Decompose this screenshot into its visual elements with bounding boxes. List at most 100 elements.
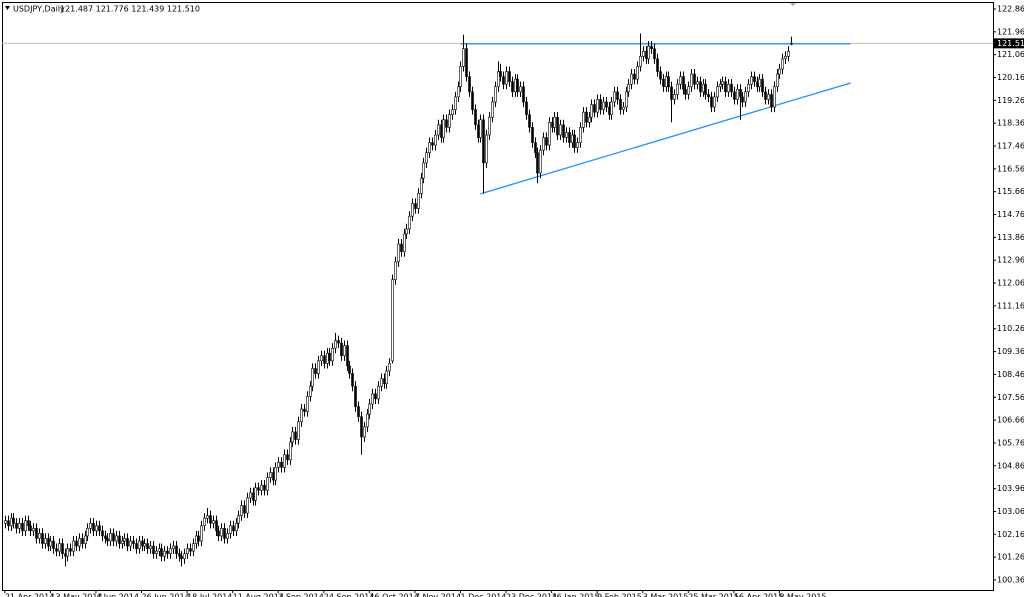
candle-body: [417, 193, 420, 209]
candle-body: [781, 58, 784, 70]
candle-body: [89, 522, 92, 529]
candle-body: [497, 71, 500, 88]
candle-body: [143, 543, 146, 547]
candle-body: [129, 540, 132, 547]
candle-body: [559, 124, 562, 136]
candle-body: [562, 124, 565, 138]
candle-body: [217, 530, 220, 537]
candle-body: [331, 347, 334, 362]
candle-body: [659, 71, 662, 80]
candle-body: [511, 81, 514, 93]
candle-body: [300, 408, 303, 423]
y-tick-label: 120.165: [997, 73, 1024, 82]
candle-body: [716, 86, 719, 98]
candle-body: [696, 81, 699, 85]
candle-body: [622, 106, 625, 110]
candle-body: [291, 431, 294, 443]
x-tick-label: 21 Apr 2014: [5, 593, 54, 597]
x-tick-label: 2 Sep 2014: [278, 593, 324, 597]
candle-body: [394, 261, 397, 280]
candle-body: [343, 345, 346, 357]
candle-body: [790, 43, 793, 45]
candle-body: [736, 88, 739, 100]
candle-body: [556, 116, 559, 136]
candle-body: [138, 540, 141, 549]
candle-body: [787, 50, 790, 57]
candle-body: [747, 83, 750, 93]
candle-body: [32, 528, 35, 532]
y-tick-label: 105.765: [997, 438, 1024, 447]
candle-body: [172, 545, 175, 549]
y-tick-label: 102.165: [997, 530, 1024, 539]
candle-body: [49, 540, 52, 547]
candle-body: [186, 548, 189, 555]
candle-body: [724, 81, 727, 93]
candle-body: [337, 340, 340, 344]
candle-body: [656, 58, 659, 72]
candle-body: [92, 522, 95, 532]
candle-body: [220, 528, 223, 537]
candle-body: [86, 528, 89, 537]
candle-body: [146, 543, 149, 549]
candle-body: [160, 548, 163, 557]
candle-body: [653, 48, 656, 60]
candle-body: [84, 535, 87, 544]
candle-body: [189, 548, 192, 552]
y-tick-label: 118.365: [997, 119, 1024, 128]
candle-body: [642, 50, 645, 57]
candle-body: [155, 550, 158, 555]
candle-body: [75, 540, 78, 547]
x-tick-label: 8 May 2015: [779, 593, 826, 597]
candle-body: [64, 553, 67, 557]
candle-body: [38, 533, 41, 539]
x-tick-label: 3 Mar 2015: [643, 593, 689, 597]
candle-body: [104, 535, 107, 539]
candle-body: [650, 45, 653, 49]
candle-body: [616, 91, 619, 100]
candle-body: [528, 114, 531, 128]
candle-body: [374, 393, 377, 400]
x-tick-label: 25 Mar 2015: [688, 593, 739, 597]
candle-body: [727, 83, 730, 93]
candle-body: [605, 101, 608, 108]
candle-body: [249, 492, 252, 499]
candle-body: [24, 520, 27, 532]
candle-body: [192, 543, 195, 552]
candle-body: [770, 94, 773, 108]
candle-body: [488, 116, 491, 136]
candle-body: [132, 540, 135, 544]
candle-body: [357, 406, 360, 417]
candle-body: [229, 525, 232, 534]
candle-body: [126, 538, 129, 547]
candle-body: [346, 345, 349, 367]
shift-marker: [790, 3, 796, 6]
candle-body: [684, 88, 687, 95]
candle-body: [758, 78, 761, 88]
candle-body: [499, 71, 502, 77]
candle-body: [351, 373, 354, 387]
y-tick-label: 107.565: [997, 393, 1024, 402]
candle-body: [764, 91, 767, 100]
candle-body: [328, 352, 331, 362]
candle-body: [582, 111, 585, 128]
candle-body: [778, 68, 781, 75]
candle-body: [553, 116, 556, 128]
candle-body: [610, 101, 613, 115]
y-tick-label: 106.665: [997, 416, 1024, 425]
candle-body: [673, 94, 676, 100]
candle-body: [479, 119, 482, 138]
candle-body: [175, 545, 178, 555]
candle-body: [539, 149, 542, 174]
current-price-label: 121.510: [997, 39, 1024, 48]
candle-body: [459, 66, 462, 88]
candle-body: [414, 203, 417, 209]
x-tick-label: 9 Feb 2015: [597, 593, 642, 597]
candle-body: [699, 81, 702, 93]
y-tick-label: 110.265: [997, 324, 1024, 333]
candle-body: [360, 416, 363, 438]
y-tick-label: 113.865: [997, 233, 1024, 242]
x-tick-label: 7 Nov 2014: [415, 593, 461, 597]
candle-body: [733, 91, 736, 100]
candle-body: [15, 522, 18, 529]
